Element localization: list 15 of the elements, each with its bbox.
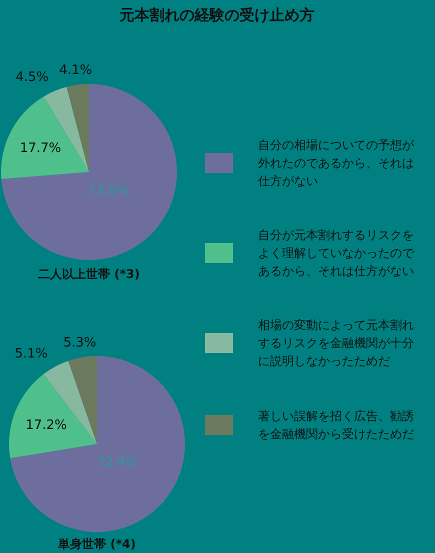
data-label: 5.1%: [14, 346, 48, 362]
legend-label: 自分の相場についての予想が外れたのであるから、それは仕方がない: [257, 138, 415, 188]
legend-label: 相場の変動によって元本割れするリスクを金融機関が十分に説明しなかったためだ: [258, 318, 414, 368]
data-label: 5.3%: [63, 335, 96, 350]
data-label: 4.1%: [59, 62, 92, 78]
legend-label: 自分が元本割れするリスクをよく理解していなかったのであるから、それは仕方がない: [258, 228, 415, 278]
data-label: 4.5%: [16, 70, 49, 86]
text: 二人以上世帯 (*3): [38, 267, 140, 281]
data-label: 17.2%: [26, 418, 67, 433]
text: 単身世帯 (*4): [57, 537, 136, 551]
chart-title: 元本割れの経験の受け止め方: [118, 6, 314, 24]
data-label: 17.7%: [20, 141, 62, 156]
data-label: 72.4%: [96, 455, 138, 470]
data-label: 73.8%: [88, 184, 130, 199]
legend-label: 著しい誤解を招く広告、勧誘を金融機関から受けたためだ: [258, 409, 414, 441]
